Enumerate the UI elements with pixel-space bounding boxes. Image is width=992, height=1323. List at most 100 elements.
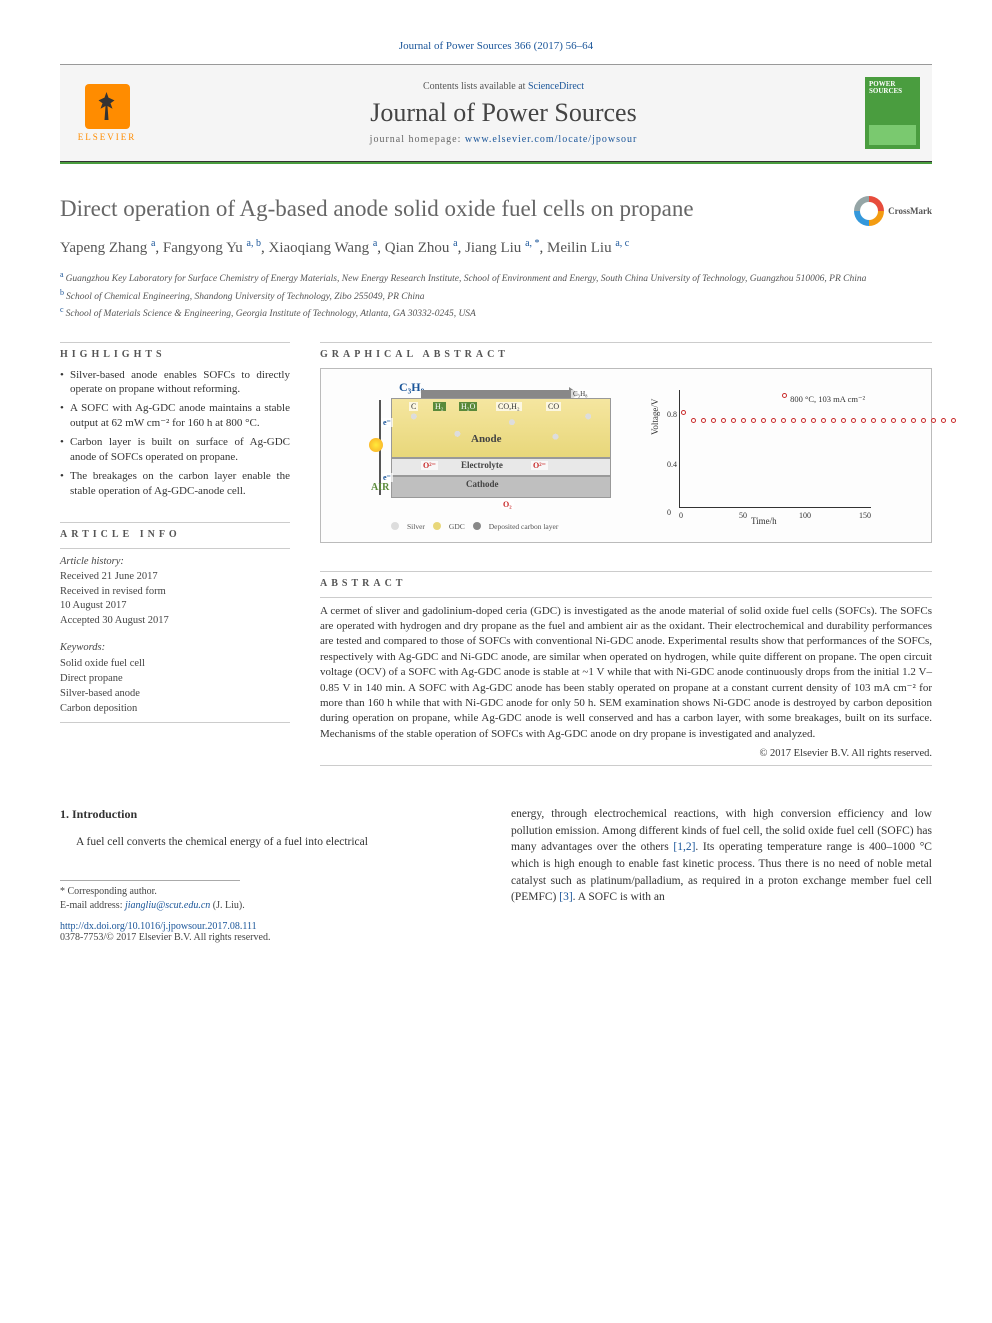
highlights-heading: HIGHLIGHTS: [60, 342, 290, 360]
abstract-text: A cermet of sliver and gadolinium-doped …: [320, 597, 932, 743]
doi-link[interactable]: http://dx.doi.org/10.1016/j.jpowsour.201…: [60, 921, 932, 932]
history-date: Received 21 June 2017: [60, 570, 290, 585]
ga-legend-label: Deposited carbon layer: [489, 522, 559, 531]
ga-data-point: [821, 418, 826, 423]
contents-prefix: Contents lists available at: [423, 81, 528, 92]
graphical-abstract: C₃H₈ C H₂ H₂O CO,H₂ CO C₃H₈ Anode Electr…: [320, 368, 932, 543]
highlights-list: Silver-based anode enables SOFCs to dire…: [60, 368, 290, 499]
author: Jiang Liu a, *: [465, 240, 539, 256]
ga-chart-xlabel: Time/h: [751, 516, 777, 526]
citation-line: Journal of Power Sources 366 (2017) 56–6…: [60, 40, 932, 52]
ga-molecule-co: CO: [546, 402, 561, 411]
author-affiliation-sup: a, *: [525, 238, 539, 249]
ga-ytick: 0.4: [667, 460, 677, 469]
ga-electrolyte-label: Electrolyte: [461, 460, 503, 470]
author-affiliation-sup: a: [151, 238, 155, 249]
history-dates: Received 21 June 2017Received in revised…: [60, 570, 290, 629]
issn-copyright: 0378-7753/© 2017 Elsevier B.V. All right…: [60, 932, 932, 943]
affiliation: c School of Materials Science & Engineer…: [60, 304, 932, 321]
journal-header: ELSEVIER Contents lists available at Sci…: [60, 64, 932, 162]
elsevier-logo: ELSEVIER: [72, 73, 142, 153]
ref-link-3[interactable]: [3]: [559, 891, 572, 903]
ga-data-point: [881, 418, 886, 423]
highlight-item: The breakages on the carbon layer enable…: [60, 469, 290, 499]
ga-data-point: [831, 418, 836, 423]
keyword-item: Solid oxide fuel cell: [60, 657, 290, 672]
keyword-item: Carbon deposition: [60, 702, 290, 717]
ga-legend-swatch: [433, 522, 441, 530]
cover-title: POWER SOURCES: [869, 81, 916, 95]
affiliation: a Guangzhou Key Laboratory for Surface C…: [60, 269, 932, 286]
ga-electron-1: e⁻: [381, 418, 393, 427]
ga-data-point: [721, 418, 726, 423]
journal-name: Journal of Power Sources: [154, 98, 853, 128]
ga-legend-label: Silver: [407, 522, 425, 531]
history-date: 10 August 2017: [60, 599, 290, 614]
contents-available-text: Contents lists available at ScienceDirec…: [154, 81, 853, 92]
author: Qian Zhou a: [385, 240, 458, 256]
author-affiliation-sup: a: [453, 238, 457, 249]
elsevier-label: ELSEVIER: [78, 132, 137, 142]
graphical-abstract-heading: GRAPHICAL ABSTRACT: [320, 342, 932, 360]
crossmark-badge[interactable]: CrossMark: [854, 196, 932, 226]
author: Meilin Liu a, c: [547, 240, 629, 256]
email-link[interactable]: jiangliu@scut.edu.cn: [125, 900, 210, 911]
highlight-item: A SOFC with Ag-GDC anode maintains a sta…: [60, 401, 290, 431]
author: Yapeng Zhang a: [60, 240, 155, 256]
ga-xtick: 100: [799, 511, 811, 520]
ref-link-1-2[interactable]: [1,2]: [673, 841, 695, 853]
intro-col2-text3: . A SOFC is with an: [573, 891, 665, 903]
ga-data-point: [711, 418, 716, 423]
email-label: E-mail address:: [60, 900, 125, 911]
ga-data-point: [751, 418, 756, 423]
ga-legend-swatch: [391, 522, 399, 530]
corresponding-author-label: * Corresponding author.: [60, 885, 481, 899]
sciencedirect-link[interactable]: ScienceDirect: [528, 81, 584, 92]
ga-ytick: 0.8: [667, 410, 677, 419]
crossmark-label: CrossMark: [888, 206, 932, 216]
ga-chart-data-points: [681, 418, 956, 423]
history-date: Received in revised form: [60, 585, 290, 600]
keyword-item: Direct propane: [60, 672, 290, 687]
author: Fangyong Yu a, b: [163, 240, 261, 256]
ga-data-point: [941, 418, 946, 423]
ga-anode-label: Anode: [471, 433, 502, 445]
homepage-prefix: journal homepage:: [370, 134, 465, 145]
ga-data-point: [861, 418, 866, 423]
ga-chart-ylabel: Voltage/V: [650, 399, 660, 435]
article-title: Direct operation of Ag-based anode solid…: [60, 194, 932, 224]
affiliations-list: a Guangzhou Key Laboratory for Surface C…: [60, 269, 932, 321]
ga-data-point: [791, 418, 796, 423]
ga-data-point: [891, 418, 896, 423]
ga-molecule-c: C: [409, 402, 418, 411]
author: Xiaoqiang Wang a: [269, 240, 378, 256]
ga-cathode-layer: [391, 476, 611, 498]
ga-molecule-h2o: H₂O: [459, 402, 477, 411]
ga-data-point: [851, 418, 856, 423]
ga-chart-axes: [679, 390, 871, 508]
homepage-link[interactable]: www.elsevier.com/locate/jpowsour: [465, 134, 637, 145]
footer-separator: [60, 880, 240, 881]
ga-data-point: [921, 418, 926, 423]
ga-data-point: [801, 418, 806, 423]
abstract-heading: ABSTRACT: [320, 571, 932, 589]
abstract-copyright: © 2017 Elsevier B.V. All rights reserved…: [320, 748, 932, 766]
ga-data-point: [771, 418, 776, 423]
ga-data-point: [741, 418, 746, 423]
ga-data-point: [781, 418, 786, 423]
ga-flow-arrow: [421, 390, 571, 398]
ga-legend-label: GDC: [449, 522, 465, 531]
intro-para-col2: energy, through electrochemical reaction…: [511, 806, 932, 906]
ga-o2-label: O₂: [501, 500, 514, 509]
email-suffix: (J. Liu).: [210, 900, 244, 911]
intro-heading: 1. Introduction: [60, 806, 481, 823]
ga-data-point: [811, 418, 816, 423]
ga-data-point: [911, 418, 916, 423]
ga-molecule-c3h8-out: C₃H₈: [571, 390, 590, 398]
ga-electron-2: e⁻: [381, 473, 393, 482]
intro-para-col1: A fuel cell converts the chemical energy…: [60, 834, 481, 851]
highlight-item: Silver-based anode enables SOFCs to dire…: [60, 368, 290, 398]
ga-cathode-label: Cathode: [466, 479, 499, 489]
ga-data-point: [731, 418, 736, 423]
keyword-item: Silver-based anode: [60, 687, 290, 702]
